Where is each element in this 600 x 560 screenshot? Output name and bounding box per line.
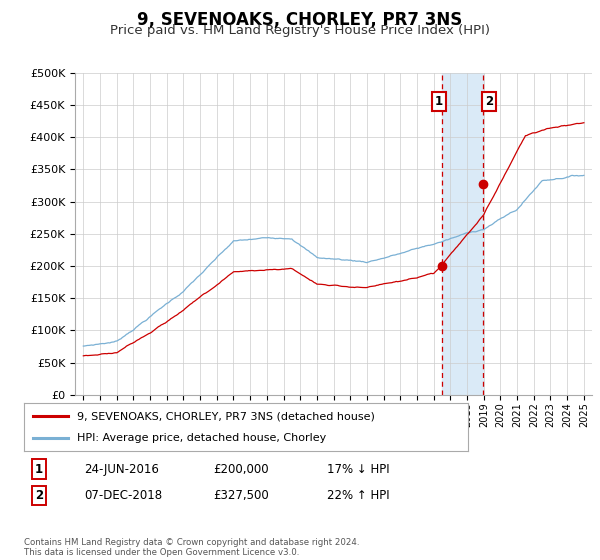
Text: £327,500: £327,500 — [213, 489, 269, 502]
Text: 2: 2 — [485, 95, 493, 108]
Text: 24-JUN-2016: 24-JUN-2016 — [84, 463, 159, 476]
Text: 07-DEC-2018: 07-DEC-2018 — [84, 489, 162, 502]
Text: 2: 2 — [35, 489, 43, 502]
Bar — [442, 73, 482, 395]
Text: 22% ↑ HPI: 22% ↑ HPI — [327, 489, 389, 502]
Text: 9, SEVENOAKS, CHORLEY, PR7 3NS (detached house): 9, SEVENOAKS, CHORLEY, PR7 3NS (detached… — [77, 411, 375, 421]
Text: £200,000: £200,000 — [213, 463, 269, 476]
Text: Contains HM Land Registry data © Crown copyright and database right 2024.
This d: Contains HM Land Registry data © Crown c… — [24, 538, 359, 557]
Text: 17% ↓ HPI: 17% ↓ HPI — [327, 463, 389, 476]
Text: 9, SEVENOAKS, CHORLEY, PR7 3NS: 9, SEVENOAKS, CHORLEY, PR7 3NS — [137, 11, 463, 29]
Text: HPI: Average price, detached house, Chorley: HPI: Average price, detached house, Chor… — [77, 433, 326, 443]
Text: Price paid vs. HM Land Registry's House Price Index (HPI): Price paid vs. HM Land Registry's House … — [110, 24, 490, 36]
Text: 1: 1 — [35, 463, 43, 476]
Text: 1: 1 — [435, 95, 443, 108]
